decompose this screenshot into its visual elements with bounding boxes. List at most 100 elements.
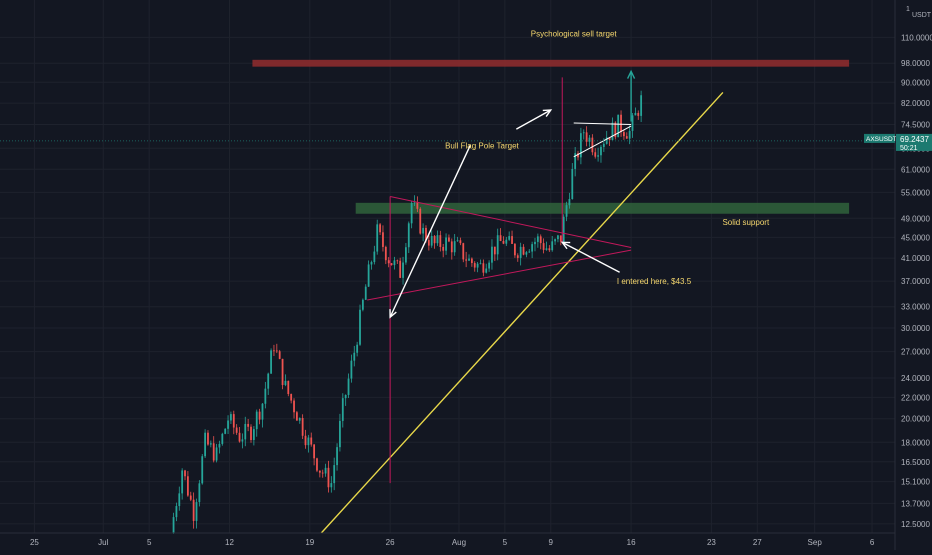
candle-body (333, 465, 336, 484)
candle-body (238, 432, 241, 442)
candle-body (258, 411, 261, 420)
candle-body (485, 268, 488, 273)
candle-body (353, 352, 356, 361)
candle-body (267, 373, 270, 389)
candle-body (201, 456, 204, 484)
candle-body (264, 388, 267, 404)
candle-body (318, 470, 321, 473)
candle-body (565, 205, 568, 217)
candle-body (255, 411, 258, 430)
candle-body (528, 251, 531, 253)
candle-body (344, 394, 347, 399)
price-tick-label: 12.5000 (901, 520, 930, 529)
candle-body (410, 202, 413, 224)
price-tick-label: 98.0000 (901, 59, 930, 68)
candle-body (465, 259, 468, 261)
time-tick-label: 9 (549, 538, 554, 547)
candle-body (623, 132, 625, 137)
candle-body (310, 437, 313, 445)
arrow-head (626, 69, 636, 79)
candle-body (442, 246, 445, 251)
time-tick-label: 16 (627, 538, 636, 547)
candle-body (304, 435, 307, 446)
time-tick-label: 23 (707, 538, 716, 547)
candle-body (339, 420, 341, 448)
candle-body (473, 263, 476, 268)
candle-body (637, 112, 640, 116)
candle-body (270, 350, 272, 374)
arrow-head (542, 109, 553, 117)
candle-body (207, 432, 209, 445)
candle-body (496, 235, 499, 255)
candle-body (557, 235, 559, 240)
last-price-label: 69.2437 (900, 135, 929, 144)
candle-body (186, 476, 189, 496)
arrow-shaft (561, 241, 620, 273)
trendline-pennant-upper (390, 196, 632, 248)
candle-body (407, 223, 410, 248)
trendline-flag-bottom (573, 125, 632, 158)
price-tick-label: 45.0000 (901, 233, 930, 242)
candle-body (534, 241, 536, 245)
candle-body (531, 244, 534, 252)
support-note: Solid support (722, 218, 769, 227)
candle-body (387, 260, 390, 264)
candle-body (341, 398, 344, 421)
candle-body (539, 236, 542, 244)
arrow-shaft (516, 109, 552, 130)
candle-body (433, 236, 436, 244)
candle-body (588, 137, 591, 142)
candle-body (416, 202, 419, 209)
candle-body (235, 427, 238, 433)
candle-body (273, 350, 275, 352)
candle-body (405, 247, 407, 263)
price-tick-label: 15.1000 (901, 478, 930, 487)
candle-body (430, 236, 433, 246)
candle-body (172, 517, 175, 533)
candle-body (212, 443, 215, 461)
price-tick-label: 82.0000 (901, 99, 930, 108)
candle-body (600, 146, 602, 156)
candle-body (301, 417, 304, 436)
candle-body (313, 444, 316, 459)
entry-note: I entered here, $43.5 (617, 277, 692, 286)
price-tick-label: 22.0000 (901, 393, 930, 402)
candle-body (204, 432, 207, 457)
candle-body (522, 246, 525, 255)
trendline-pennant-lower (367, 249, 632, 301)
candle-body (247, 423, 250, 427)
currency-label[interactable]: USDT (912, 12, 932, 19)
trendline-flag-top (573, 122, 632, 126)
candle-body (585, 132, 588, 142)
candle-body (482, 263, 485, 273)
candle-body (620, 114, 622, 133)
candle-body (327, 467, 330, 488)
candle-body (181, 470, 184, 494)
price-tick-label: 110.0000 (901, 33, 932, 42)
time-tick-label: Sep (808, 538, 823, 547)
zones (252, 59, 850, 214)
candle-body (640, 95, 643, 116)
candle-body (448, 237, 450, 242)
candle-body (393, 260, 396, 266)
candle-body (459, 240, 462, 244)
candle-body (356, 344, 359, 353)
time-tick-label: Aug (452, 538, 466, 547)
price-tick-label: 33.0000 (901, 303, 930, 312)
candle-body (625, 136, 628, 139)
candle-body (468, 258, 470, 261)
candle-body (554, 239, 556, 242)
candle-body (316, 458, 318, 471)
candle-body (399, 260, 402, 278)
candle-body (278, 351, 281, 359)
candle-body (511, 236, 513, 244)
candle-body (479, 263, 482, 265)
candle-body (413, 202, 416, 204)
candle-body (425, 227, 427, 241)
candle-body (525, 252, 528, 255)
arrow-head (389, 309, 397, 319)
countdown-label: 50:21 (900, 145, 918, 152)
candle-body (631, 115, 634, 131)
